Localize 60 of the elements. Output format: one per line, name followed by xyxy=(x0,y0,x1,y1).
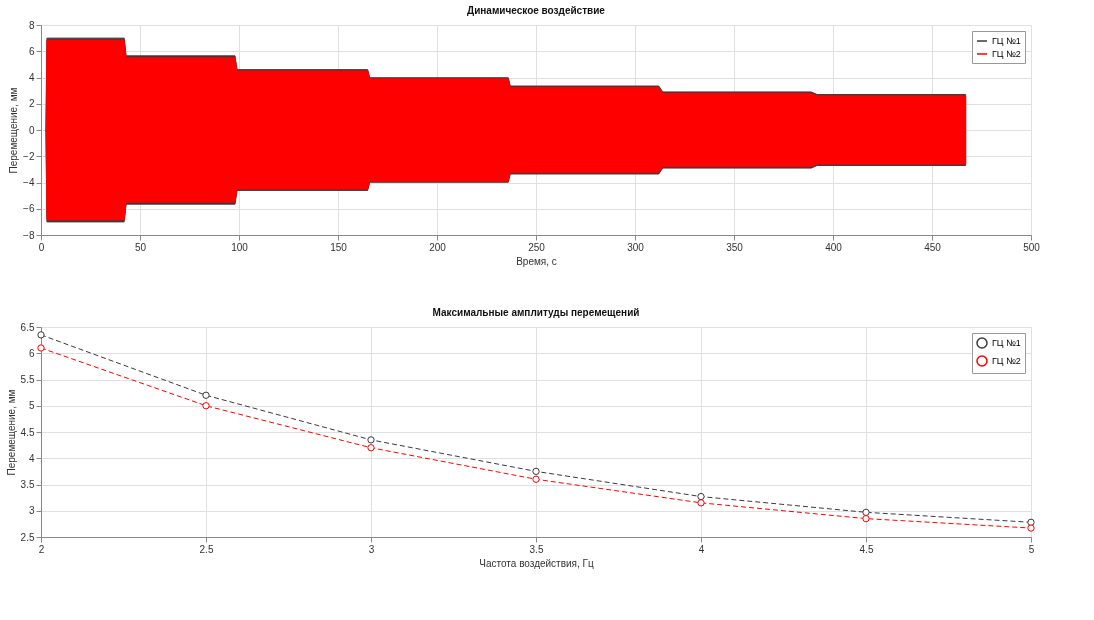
y-tick-label: 2 xyxy=(28,98,35,110)
point xyxy=(202,391,210,399)
y-tick-label: 4 xyxy=(28,72,35,83)
x-tick-label: 350 xyxy=(726,241,744,253)
x-axis-title: Время, с xyxy=(516,255,557,267)
y-tick-label: 3.5 xyxy=(20,479,35,490)
legend-label: ГЦ №2 xyxy=(992,356,1021,366)
x-tick-label: 150 xyxy=(330,241,348,253)
x-tick-label: 50 xyxy=(134,241,147,253)
x-tick-label: 3 xyxy=(368,543,375,555)
point xyxy=(37,331,45,339)
y-tick-label: 4.5 xyxy=(20,426,35,438)
y-tick-label: 6 xyxy=(28,45,35,57)
y-tick-label: 6 xyxy=(28,347,35,359)
y-tick-label: 8 xyxy=(28,19,35,31)
point xyxy=(862,508,870,516)
x-tick-label: 2.5 xyxy=(199,543,214,555)
y-tick-label: 5.5 xyxy=(20,374,35,385)
x-tick-label: 500 xyxy=(1023,241,1041,253)
x-tick-label: 400 xyxy=(825,241,843,253)
point xyxy=(697,499,705,507)
y-tick-label: 3 xyxy=(28,505,35,517)
y-tick-label: 4 xyxy=(28,452,35,464)
y-tick-label: 2.5 xyxy=(20,531,35,543)
point xyxy=(367,436,375,444)
x-tick-label: 250 xyxy=(528,241,546,253)
x-tick-label: 5 xyxy=(1028,543,1035,555)
y-axis-title: Перемещение, мм xyxy=(8,87,20,174)
legend-label: ГЦ №1 xyxy=(992,338,1021,348)
y-tick-label: −8 xyxy=(23,229,35,241)
point xyxy=(202,402,210,410)
chart-title: Динамическое воздействие xyxy=(467,5,606,16)
point xyxy=(367,444,375,452)
y-tick-label: 5 xyxy=(28,400,35,412)
point xyxy=(1027,524,1035,532)
legend-label: ГЦ №1 xyxy=(992,36,1021,46)
point xyxy=(532,475,540,483)
y-tick-label: −6 xyxy=(23,203,35,215)
x-tick-label: 300 xyxy=(627,241,645,253)
x-tick-label: 4 xyxy=(698,543,705,555)
x-tick-label: 200 xyxy=(429,241,447,253)
point xyxy=(532,467,540,476)
y-tick-label: 6.5 xyxy=(20,321,35,333)
y-tick-label: −4 xyxy=(23,177,35,188)
point xyxy=(862,514,870,523)
x-tick-label: 2 xyxy=(38,543,45,555)
y-tick-label: 0 xyxy=(28,124,35,136)
x-tick-label: 3.5 xyxy=(529,543,544,555)
x-tick-label: 4.5 xyxy=(859,543,874,555)
point xyxy=(697,492,705,501)
y-axis-title: Перемещение, мм xyxy=(5,389,17,476)
x-tick-label: 450 xyxy=(924,241,942,253)
x-tick-label: 100 xyxy=(231,241,249,253)
chart-title: Максимальные амплитуды перемещений xyxy=(432,307,640,318)
point xyxy=(1027,518,1035,526)
point xyxy=(37,344,45,352)
y-tick-label: −2 xyxy=(23,150,35,162)
x-tick-label: 0 xyxy=(38,241,45,253)
x-axis-title: Частота воздействия, Гц xyxy=(479,557,594,569)
legend-label: ГЦ №2 xyxy=(992,49,1021,59)
